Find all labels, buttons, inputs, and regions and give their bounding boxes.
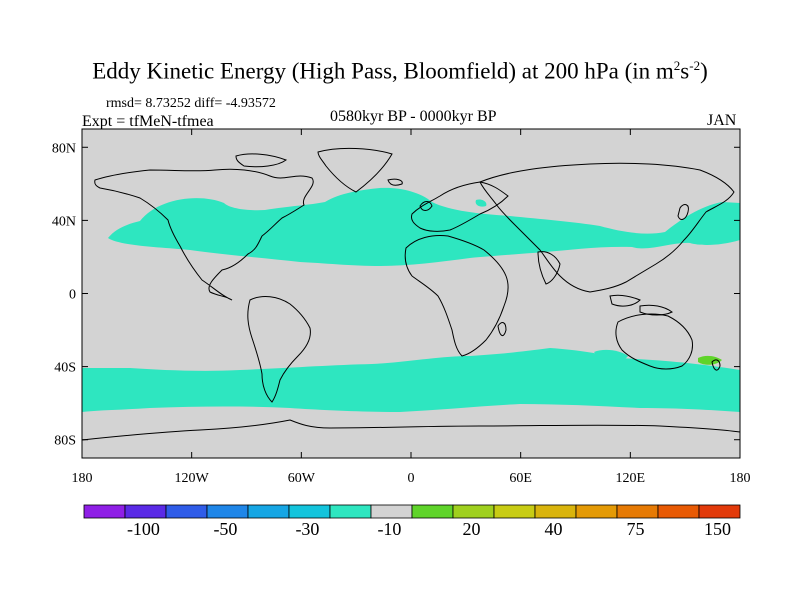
colorbar-labels: -100 -50 -30 -10 20 40 75 150 (127, 519, 731, 539)
tasman-sea-patch (475, 199, 487, 207)
indian-subcontinent-coast (537, 251, 561, 285)
lon-tick-label: 60E (509, 471, 532, 486)
madagascar-coast (497, 322, 507, 336)
southeast-asia-islands (609, 294, 641, 307)
lon-tick-label: 60W (288, 471, 316, 486)
colorbar-label: 150 (704, 519, 731, 539)
colorbar-box (206, 504, 249, 519)
colorbar-label: 75 (626, 519, 644, 539)
northern-anomaly-band (108, 187, 740, 266)
colorbar-box (247, 504, 290, 519)
europe-coast (411, 181, 509, 232)
longitude-ticks: 180 120W 60W 0 60E 120E 180 (72, 129, 751, 486)
experiment-label: Expt = tfMeN-tfmea (82, 113, 214, 130)
colorbar-label: -50 (213, 519, 237, 539)
lat-tick-label: 80N (52, 141, 76, 156)
colorbar-box (534, 504, 577, 519)
anomaly-bands (82, 187, 740, 412)
lat-tick-label: 0 (69, 288, 76, 303)
australia-coast (615, 313, 693, 370)
colorbar-label: -30 (295, 519, 319, 539)
lon-tick-label: 120E (616, 471, 646, 486)
lon-tick-label: 120W (175, 471, 210, 486)
lon-tick-label: 0 (408, 471, 415, 486)
colorbar-box (165, 504, 208, 519)
colorbar-box (83, 504, 126, 519)
coastlines (81, 147, 741, 441)
lon-tick-label: 180 (72, 471, 93, 486)
south-pacific-patch (594, 349, 628, 363)
colorbar-label: 40 (544, 519, 562, 539)
latitude-ticks: 80N 40N 0 40S 80S (52, 141, 740, 449)
colorbar-label: -10 (377, 519, 401, 539)
lat-tick-label: 40N (52, 214, 76, 229)
lat-tick-label: 40S (54, 361, 76, 376)
figure-title: Eddy Kinetic Energy (High Pass, Bloomfie… (92, 58, 708, 84)
south-america-coast (247, 296, 311, 403)
colorbar-box (370, 504, 413, 519)
colorbar-box (493, 504, 536, 519)
colorbar-box (575, 504, 618, 519)
period-label: 0580kyr BP - 0000kyr BP (330, 108, 497, 125)
africa-coast (404, 235, 509, 357)
colorbar-label: 20 (462, 519, 480, 539)
colorbar-box (124, 504, 167, 519)
positive-anomaly-patch (698, 355, 722, 365)
colorbar-box (698, 504, 741, 519)
british-isles-coast (419, 201, 433, 211)
stats-text: rmsd= 8.73252 diff= -4.93572 (106, 96, 276, 111)
month-label: JAN (707, 112, 737, 129)
colorbar-box (411, 504, 454, 519)
greenland-coast (317, 147, 393, 193)
colorbar (83, 504, 741, 519)
colorbar-label: -100 (127, 519, 160, 539)
japan-coast (677, 204, 689, 220)
north-america-coast (94, 168, 314, 301)
colorbar-box (452, 504, 495, 519)
colorbar-box (616, 504, 659, 519)
new-zealand-coast (711, 359, 721, 371)
southern-anomaly-band (82, 348, 740, 412)
iceland-coast (387, 178, 403, 186)
colorbar-box (288, 504, 331, 519)
lat-tick-label: 80S (54, 434, 76, 449)
lon-tick-label: 180 (730, 471, 751, 486)
colorbar-box (657, 504, 700, 519)
asia-coast (479, 162, 735, 293)
colorbar-box (329, 504, 372, 519)
antarctica-coast (81, 419, 741, 441)
arctic-islands (235, 153, 288, 168)
